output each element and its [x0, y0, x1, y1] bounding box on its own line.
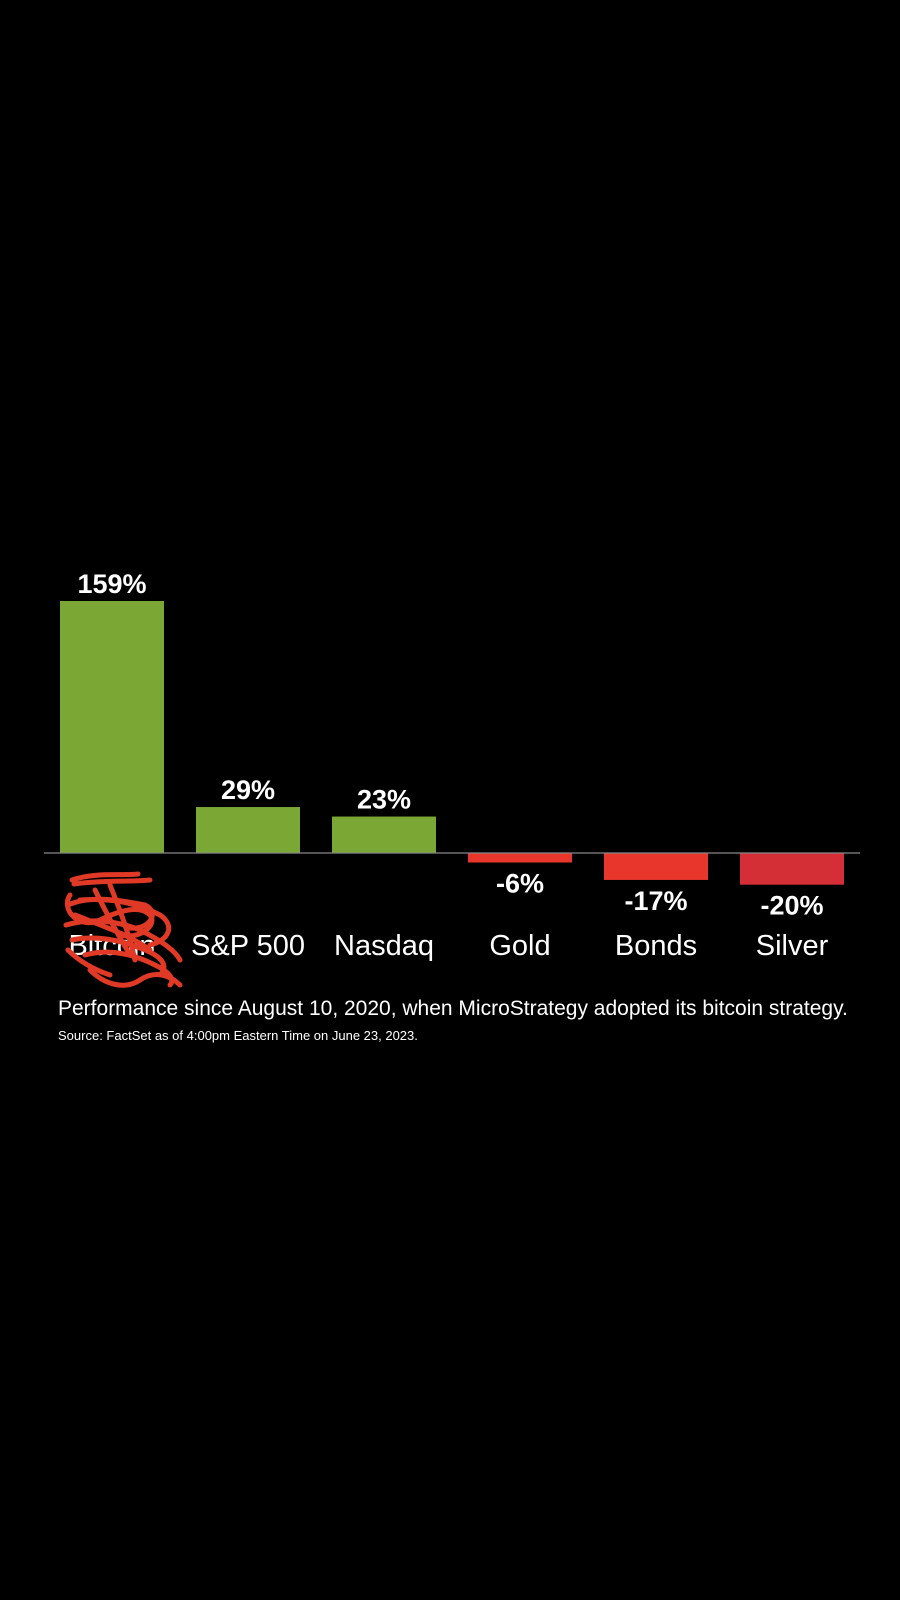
chart-source: Source: FactSet as of 4:00pm Eastern Tim… [58, 1028, 418, 1043]
category-label-1: S&P 500 [191, 930, 305, 962]
value-labels-group: 159% 29% 23% -6% -17% -20% [77, 569, 823, 921]
bar-5 [740, 853, 844, 885]
value-label-3: -6% [496, 869, 544, 899]
bar-0 [60, 601, 164, 853]
chart-caption: Performance since August 10, 2020, when … [58, 997, 848, 1020]
bar-1 [196, 807, 300, 853]
category-labels-group: Bitcoin S&P 500 Nasdaq Gold Bonds Silver [68, 930, 828, 962]
category-label-3: Gold [489, 930, 550, 962]
bars-group [60, 601, 844, 885]
value-label-5: -20% [760, 891, 823, 921]
category-label-4: Bonds [615, 930, 697, 962]
value-label-4: -17% [624, 886, 687, 916]
value-label-2: 23% [357, 785, 411, 815]
bar-3 [468, 853, 572, 863]
bar-2 [332, 816, 436, 853]
scribble-overlay [63, 871, 183, 988]
category-label-5: Silver [756, 930, 829, 962]
value-label-0: 159% [77, 569, 146, 599]
value-label-1: 29% [221, 775, 275, 805]
category-label-2: Nasdaq [334, 930, 434, 962]
bar-4 [604, 853, 708, 880]
